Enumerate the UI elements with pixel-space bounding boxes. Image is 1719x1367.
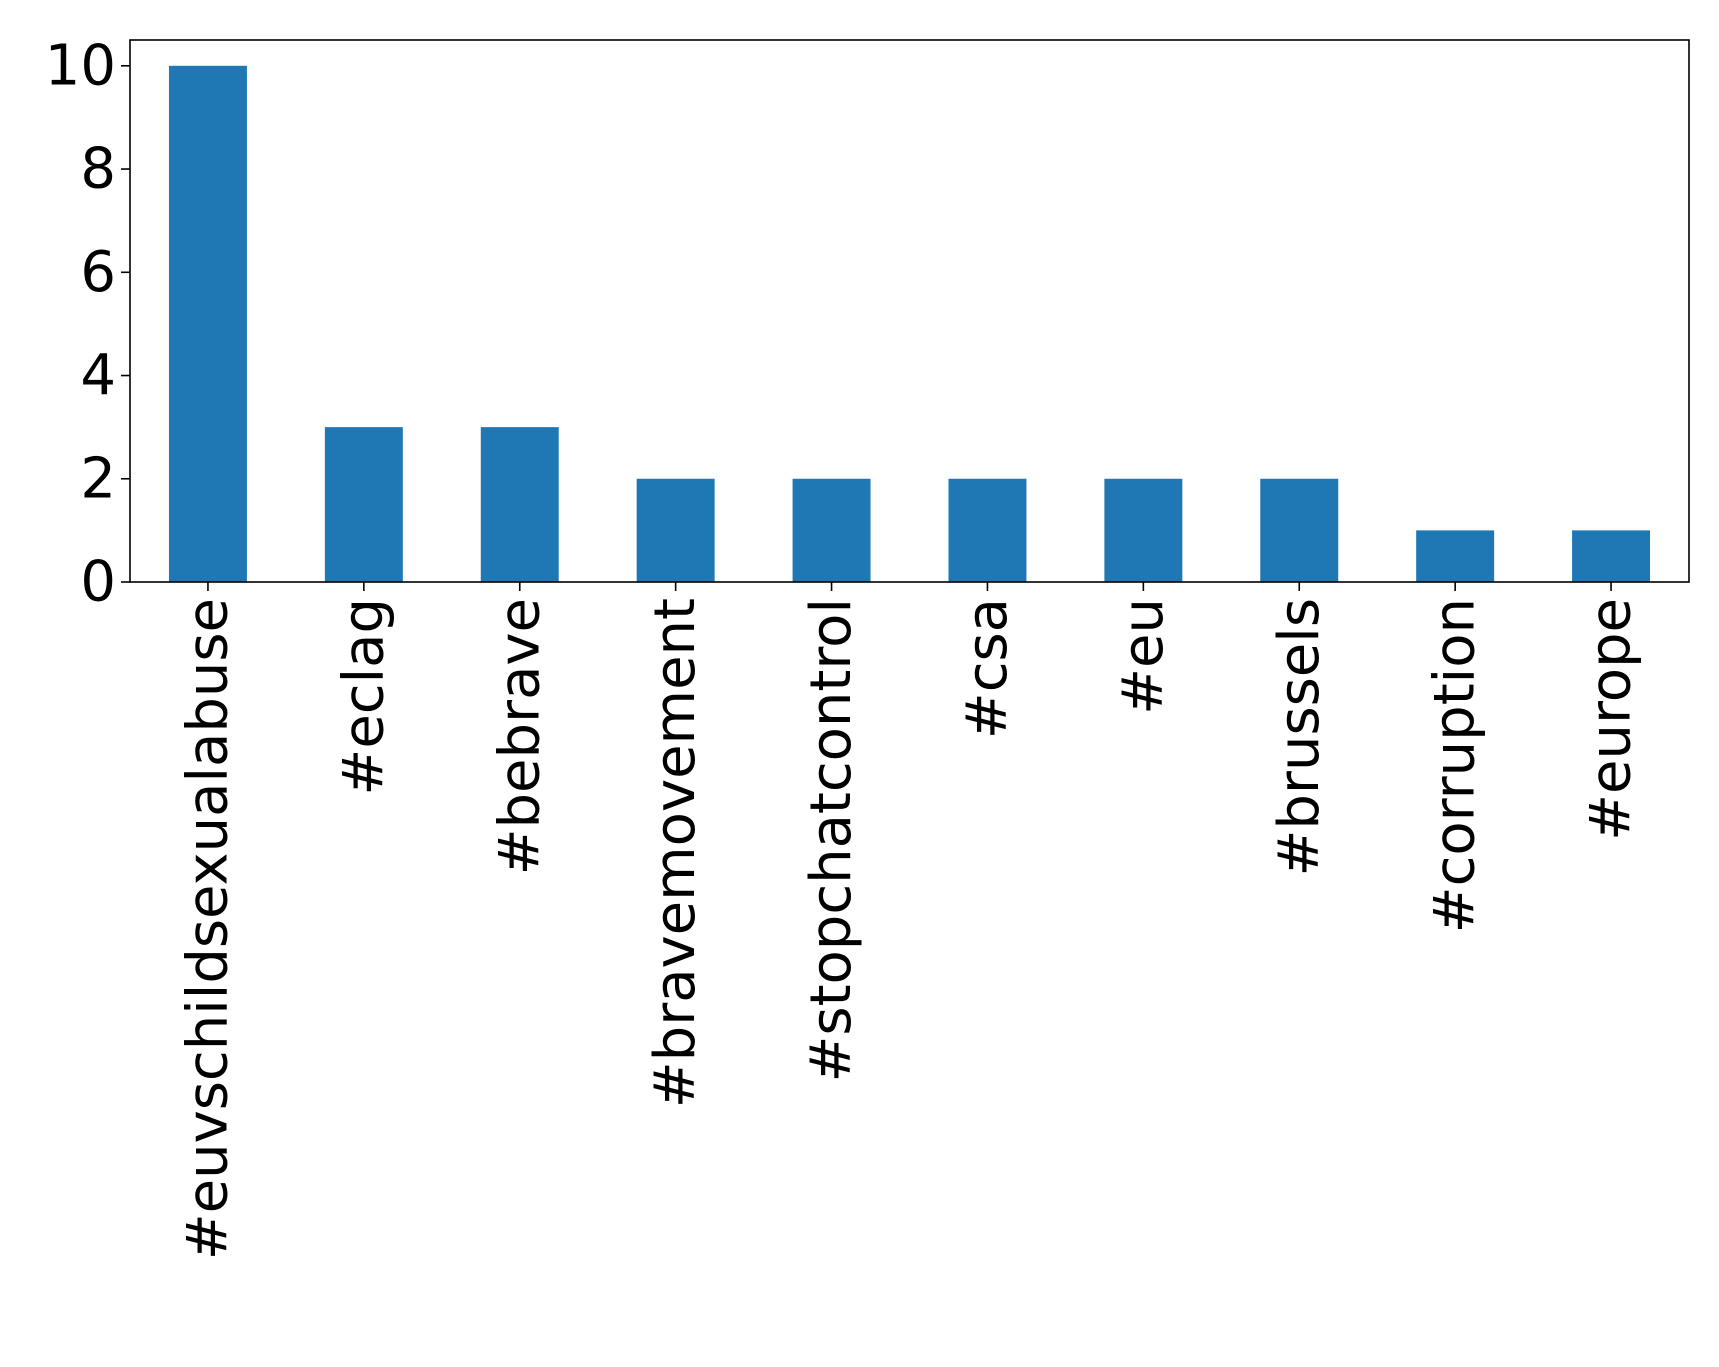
y-tick-label: 4 bbox=[80, 343, 116, 408]
x-axis-ticks: #euvschildsexualabuse #eclag #bebrave #brav… bbox=[175, 582, 1644, 1260]
bar bbox=[1104, 478, 1183, 582]
bar bbox=[1260, 478, 1339, 582]
y-tick-label: 2 bbox=[80, 446, 116, 511]
x-tick-label: #stopchatcontrol bbox=[799, 598, 864, 1083]
x-tick-label: #bravemovement bbox=[643, 598, 708, 1108]
x-tick-label: #bebrave bbox=[487, 598, 552, 875]
y-axis-ticks: 0 2 4 6 8 10 bbox=[45, 33, 130, 615]
y-tick-label: 10 bbox=[45, 33, 116, 98]
y-tick-label: 6 bbox=[80, 240, 116, 305]
plot-frame bbox=[129, 39, 1690, 583]
x-tick-label: #corruption bbox=[1423, 598, 1488, 933]
x-tick-label: #eclag bbox=[331, 598, 396, 796]
bar bbox=[1572, 530, 1651, 582]
y-tick-label: 0 bbox=[80, 550, 116, 615]
x-tick-label: #csa bbox=[955, 598, 1020, 739]
bar bbox=[168, 65, 247, 582]
x-tick-label: #euvschildsexualabuse bbox=[175, 598, 240, 1260]
x-tick-label: #brussels bbox=[1267, 598, 1332, 877]
bar bbox=[480, 427, 559, 582]
bar bbox=[948, 478, 1027, 582]
bar bbox=[792, 478, 871, 582]
bar bbox=[1416, 530, 1495, 582]
x-tick-label: #europe bbox=[1579, 598, 1644, 841]
bar bbox=[324, 427, 403, 582]
bar bbox=[636, 478, 715, 582]
y-tick-label: 8 bbox=[80, 137, 116, 202]
x-tick-label: #eu bbox=[1111, 598, 1176, 715]
bars-group bbox=[168, 65, 1651, 582]
